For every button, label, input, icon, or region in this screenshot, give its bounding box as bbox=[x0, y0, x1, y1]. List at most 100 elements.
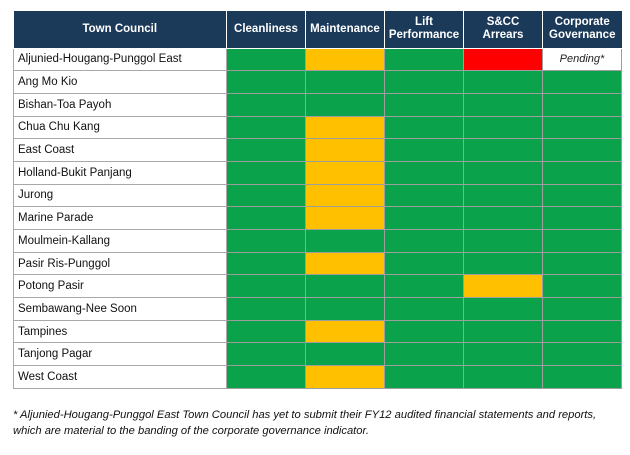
town-council-ratings-table: Town Council Cleanliness Maintenance Lif… bbox=[13, 11, 622, 389]
rating-cell-maintenance bbox=[305, 206, 385, 230]
town-council-name: Ang Mo Kio bbox=[13, 70, 227, 94]
rating-cell-maintenance bbox=[305, 92, 385, 117]
rating-cell-lift-performance bbox=[384, 274, 464, 299]
rating-cell-corporate-governance bbox=[542, 160, 622, 185]
table-row: West Coast bbox=[13, 365, 622, 389]
rating-cell-scc-arrears bbox=[463, 342, 543, 367]
table-row: Chua Chu Kang bbox=[13, 115, 622, 140]
footnote-line-1: * Aljunied-Hougang-Punggol East Town Cou… bbox=[13, 409, 597, 421]
rating-cell-cleanliness bbox=[226, 365, 306, 389]
rating-cell-maintenance bbox=[305, 183, 385, 208]
town-council-name: Bishan-Toa Payoh bbox=[13, 92, 227, 117]
table-row: Bishan-Toa Payoh bbox=[13, 92, 622, 117]
rating-cell-corporate-governance bbox=[542, 365, 622, 389]
rating-cell-lift-performance bbox=[384, 365, 464, 389]
header-cleanliness: Cleanliness bbox=[226, 11, 306, 49]
table-body: Aljunied-Hougang-Punggol East Pending* Ang… bbox=[13, 47, 622, 389]
table-row: Marine Parade bbox=[13, 206, 622, 230]
rating-cell-lift-performance bbox=[384, 206, 464, 230]
table-row: Holland-Bukit Panjang bbox=[13, 160, 622, 185]
town-council-name: Holland-Bukit Panjang bbox=[13, 160, 227, 185]
town-council-name: Pasir Ris-Punggol bbox=[13, 251, 227, 276]
rating-cell-maintenance bbox=[305, 160, 385, 185]
rating-cell-scc-arrears bbox=[463, 251, 543, 276]
rating-cell-cleanliness bbox=[226, 160, 306, 185]
rating-cell-lift-performance bbox=[384, 229, 464, 253]
town-council-name: Jurong bbox=[13, 183, 227, 208]
rating-cell-cleanliness bbox=[226, 206, 306, 230]
rating-cell-maintenance bbox=[305, 319, 385, 344]
rating-cell-scc-arrears bbox=[463, 319, 543, 344]
rating-cell-cleanliness bbox=[226, 115, 306, 140]
rating-cell-lift-performance bbox=[384, 138, 464, 162]
rating-cell-maintenance bbox=[305, 138, 385, 162]
rating-cell-maintenance bbox=[305, 70, 385, 94]
town-council-name: Tanjong Pagar bbox=[13, 342, 227, 367]
header-lift-performance: Lift Performance bbox=[384, 11, 464, 49]
town-council-name: Chua Chu Kang bbox=[13, 115, 227, 140]
rating-cell-lift-performance bbox=[384, 92, 464, 117]
rating-cell-corporate-governance bbox=[542, 70, 622, 94]
rating-cell-scc-arrears bbox=[463, 115, 543, 140]
rating-cell-lift-performance bbox=[384, 183, 464, 208]
town-council-name: Sembawang-Nee Soon bbox=[13, 297, 227, 321]
town-council-name: Aljunied-Hougang-Punggol East bbox=[13, 47, 227, 72]
rating-cell-cleanliness bbox=[226, 251, 306, 276]
rating-cell-cleanliness bbox=[226, 70, 306, 94]
header-town-council: Town Council bbox=[13, 11, 227, 49]
rating-cell-corporate-governance bbox=[542, 342, 622, 367]
rating-cell-corporate-governance bbox=[542, 183, 622, 208]
rating-cell-scc-arrears bbox=[463, 183, 543, 208]
town-council-name: Moulmein-Kallang bbox=[13, 229, 227, 253]
rating-cell-maintenance bbox=[305, 297, 385, 321]
header-corporate-governance: Corporate Governance bbox=[542, 11, 622, 49]
rating-cell-lift-performance bbox=[384, 342, 464, 367]
rating-cell-maintenance bbox=[305, 251, 385, 276]
rating-cell-corporate-governance bbox=[542, 229, 622, 253]
rating-cell-scc-arrears bbox=[463, 365, 543, 389]
rating-cell-corporate-governance bbox=[542, 115, 622, 140]
rating-cell-lift-performance bbox=[384, 319, 464, 344]
rating-cell-cleanliness bbox=[226, 297, 306, 321]
rating-cell-corporate-governance bbox=[542, 251, 622, 276]
rating-cell-scc-arrears bbox=[463, 229, 543, 253]
rating-cell-lift-performance bbox=[384, 115, 464, 140]
rating-cell-corporate-governance bbox=[542, 206, 622, 230]
rating-cell-cleanliness bbox=[226, 342, 306, 367]
rating-cell-scc-arrears bbox=[463, 206, 543, 230]
table-row: Aljunied-Hougang-Punggol East Pending* bbox=[13, 47, 622, 72]
rating-cell-corporate-governance bbox=[542, 319, 622, 344]
rating-cell-maintenance bbox=[305, 342, 385, 367]
rating-cell-scc-arrears bbox=[463, 70, 543, 94]
rating-cell-maintenance bbox=[305, 47, 385, 72]
rating-cell-cleanliness bbox=[226, 92, 306, 117]
rating-cell-scc-arrears bbox=[463, 160, 543, 185]
rating-cell-lift-performance bbox=[384, 160, 464, 185]
rating-cell-lift-performance bbox=[384, 251, 464, 276]
rating-cell-corporate-governance bbox=[542, 297, 622, 321]
header-maintenance: Maintenance bbox=[305, 11, 385, 49]
rating-cell-cleanliness bbox=[226, 138, 306, 162]
footnote-line-2: which are material to the banding of the… bbox=[13, 425, 369, 437]
table-row: Ang Mo Kio bbox=[13, 70, 622, 94]
table-row: Tanjong Pagar bbox=[13, 342, 622, 367]
table-row: Tampines bbox=[13, 319, 622, 344]
table-row: Sembawang-Nee Soon bbox=[13, 297, 622, 321]
town-council-name: Potong Pasir bbox=[13, 274, 227, 299]
town-council-name: Marine Parade bbox=[13, 206, 227, 230]
rating-cell-cleanliness bbox=[226, 47, 306, 72]
rating-cell-lift-performance bbox=[384, 297, 464, 321]
table-row: Moulmein-Kallang bbox=[13, 229, 622, 253]
rating-cell-scc-arrears bbox=[463, 297, 543, 321]
rating-cell-maintenance bbox=[305, 115, 385, 140]
rating-cell-maintenance bbox=[305, 365, 385, 389]
table-header-row: Town Council Cleanliness Maintenance Lif… bbox=[13, 11, 622, 49]
header-scc-arrears: S&CC Arrears bbox=[463, 11, 543, 49]
rating-cell-corporate-governance bbox=[542, 138, 622, 162]
rating-cell-cleanliness bbox=[226, 274, 306, 299]
rating-cell-scc-arrears bbox=[463, 274, 543, 299]
rating-cell-scc-arrears bbox=[463, 92, 543, 117]
town-council-name: West Coast bbox=[13, 365, 227, 389]
table-row: Potong Pasir bbox=[13, 274, 622, 299]
town-council-name: East Coast bbox=[13, 138, 227, 162]
